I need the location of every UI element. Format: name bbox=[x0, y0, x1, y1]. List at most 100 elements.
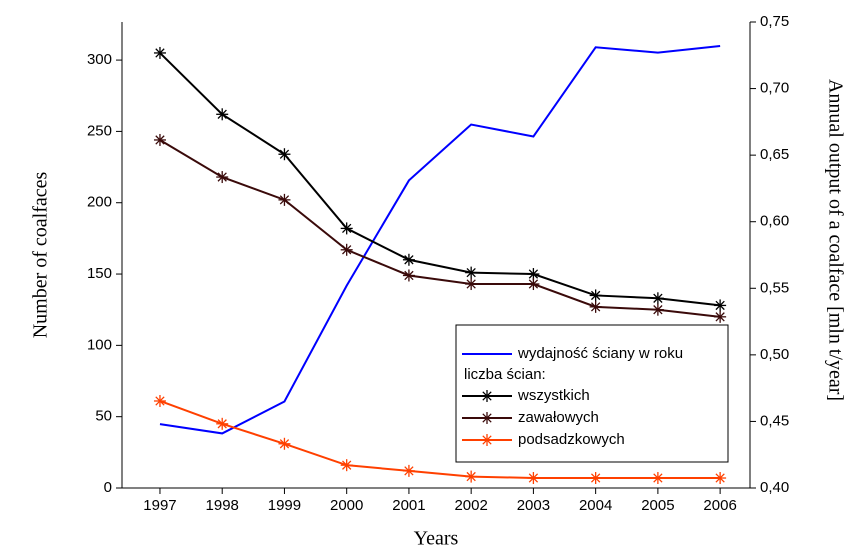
series-line bbox=[159, 44, 721, 435]
legend-marker bbox=[481, 434, 493, 446]
marker-stroke bbox=[279, 195, 290, 205]
marker-stroke bbox=[279, 439, 290, 449]
data-point bbox=[527, 472, 540, 485]
marker-stroke bbox=[404, 270, 414, 281]
x-tick-label: 1997 bbox=[143, 497, 176, 514]
marker-stroke bbox=[653, 473, 663, 483]
y2-tick-label: 0,50 bbox=[760, 346, 789, 363]
marker-stroke bbox=[482, 391, 492, 401]
data-point bbox=[278, 193, 291, 206]
data-point bbox=[278, 437, 291, 450]
marker-stroke bbox=[590, 302, 601, 312]
x-tick-label: 2002 bbox=[454, 497, 487, 514]
data-point bbox=[340, 243, 353, 256]
y2-tick-label: 0,40 bbox=[760, 479, 789, 496]
data-point bbox=[153, 394, 166, 407]
y-tick-label: 250 bbox=[87, 122, 112, 139]
marker-stroke bbox=[466, 471, 476, 482]
marker-stroke bbox=[482, 413, 492, 423]
legend-label: wydajność ściany w roku bbox=[517, 345, 683, 362]
y-tick-label: 300 bbox=[87, 51, 112, 68]
marker-stroke bbox=[528, 473, 539, 483]
marker-stroke bbox=[404, 255, 414, 265]
y2-tick-label: 0,45 bbox=[760, 412, 789, 429]
y-tick-label: 200 bbox=[87, 194, 112, 211]
data-point bbox=[402, 269, 415, 282]
legend-label: zawałowych bbox=[518, 409, 599, 426]
marker-stroke bbox=[590, 290, 601, 301]
legend-label: podsadzkowych bbox=[518, 431, 625, 448]
x-tick-label: 2005 bbox=[641, 497, 674, 514]
x-tick-label: 2001 bbox=[392, 497, 425, 514]
legend-marker bbox=[481, 390, 493, 402]
data-point bbox=[465, 278, 478, 291]
data-point bbox=[216, 108, 229, 121]
data-point bbox=[589, 289, 602, 302]
y-axis-title: Number of coalfaces bbox=[30, 171, 52, 338]
marker-stroke bbox=[528, 269, 539, 279]
marker-stroke bbox=[342, 223, 352, 234]
data-point bbox=[527, 278, 540, 291]
marker-stroke bbox=[590, 473, 601, 483]
data-point bbox=[278, 148, 291, 161]
data-point bbox=[465, 470, 478, 483]
y2-tick-label: 0,70 bbox=[760, 80, 789, 97]
marker-stroke bbox=[279, 149, 290, 159]
marker-stroke bbox=[155, 48, 165, 58]
x-axis-title: Years bbox=[414, 528, 459, 550]
series-line bbox=[159, 400, 721, 480]
data-point bbox=[714, 299, 727, 312]
data-point bbox=[340, 222, 353, 235]
data-point bbox=[402, 464, 415, 477]
data-point bbox=[589, 472, 602, 485]
y-tick-label: 0 bbox=[104, 479, 112, 496]
marker-stroke bbox=[715, 473, 725, 483]
marker-stroke bbox=[404, 466, 414, 476]
data-point bbox=[651, 472, 664, 485]
y2-tick-label: 0,65 bbox=[760, 146, 789, 163]
marker-stroke bbox=[466, 279, 476, 289]
data-point bbox=[153, 46, 166, 59]
data-point bbox=[589, 300, 602, 313]
y2-tick-label: 0,60 bbox=[760, 213, 789, 230]
marker-stroke bbox=[528, 279, 539, 289]
x-tick-label: 1999 bbox=[268, 497, 301, 514]
marker-stroke bbox=[342, 460, 352, 470]
data-point bbox=[402, 253, 415, 266]
marker-stroke bbox=[482, 435, 492, 445]
marker-stroke bbox=[653, 293, 663, 303]
data-point bbox=[465, 266, 478, 279]
legend-label: wszystkich bbox=[517, 387, 590, 404]
marker-stroke bbox=[217, 419, 227, 429]
x-tick-label: 1998 bbox=[206, 497, 239, 514]
series-line bbox=[159, 139, 721, 318]
marker-stroke bbox=[155, 396, 165, 406]
y-tick-label: 100 bbox=[87, 336, 112, 353]
marker-stroke bbox=[715, 312, 725, 322]
y2-axis-title: Annual output of a coalface [mln t/year] bbox=[824, 79, 846, 401]
marker-stroke bbox=[715, 300, 725, 311]
y-tick-label: 50 bbox=[95, 408, 112, 425]
y-tick-label: 150 bbox=[87, 265, 112, 282]
marker-stroke bbox=[155, 135, 165, 145]
data-point bbox=[153, 133, 166, 146]
series-line bbox=[159, 52, 721, 307]
marker-stroke bbox=[217, 109, 227, 119]
data-point bbox=[216, 171, 229, 184]
x-tick-label: 2000 bbox=[330, 497, 363, 514]
data-point bbox=[714, 472, 727, 485]
data-point bbox=[714, 310, 727, 323]
data-point bbox=[651, 303, 664, 316]
data-point bbox=[651, 292, 664, 305]
marker-stroke bbox=[653, 305, 663, 315]
legend-title: liczba ścian: bbox=[464, 366, 546, 383]
x-tick-label: 2004 bbox=[579, 497, 612, 514]
marker-stroke bbox=[217, 172, 227, 182]
y2-tick-label: 0,75 bbox=[760, 13, 789, 30]
data-point bbox=[340, 459, 353, 472]
legend-marker bbox=[481, 412, 493, 424]
x-tick-label: 2003 bbox=[517, 497, 550, 514]
marker-stroke bbox=[466, 267, 476, 278]
data-point bbox=[216, 417, 229, 430]
